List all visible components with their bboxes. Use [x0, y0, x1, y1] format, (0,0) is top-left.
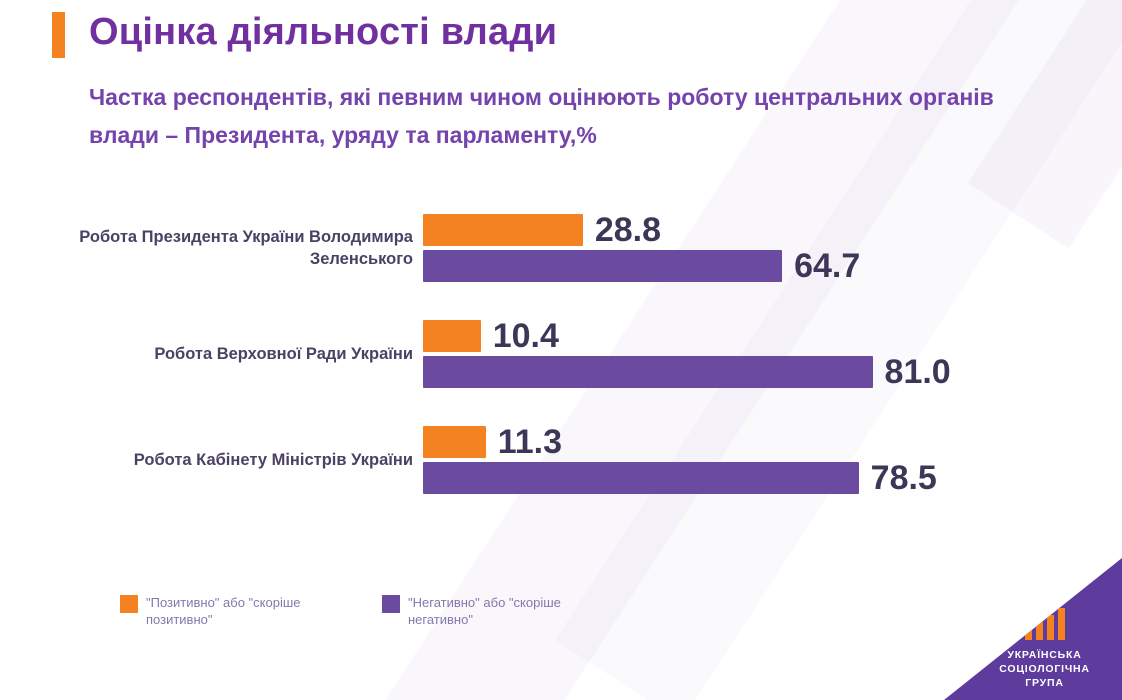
bar-group: 11.3 78.5	[423, 422, 1092, 498]
legend-item-negative: "Негативно" або "скоріше негативно"	[382, 594, 644, 628]
bar-negative	[423, 462, 859, 494]
logo-text-line: ГРУПА	[1025, 677, 1064, 689]
chart-subtitle: Частка респондентів, які певним чином оц…	[89, 84, 994, 148]
bar-group: 10.4 81.0	[423, 316, 1092, 392]
bar-line: 81.0	[423, 353, 1092, 391]
bar-line: 11.3	[423, 423, 1092, 461]
bar-positive	[423, 320, 481, 352]
chart-row: Робота Президента України Володимира Зел…	[55, 210, 1092, 286]
legend-label: "Негативно" або "скоріше негативно"	[408, 595, 561, 627]
bar-line: 78.5	[423, 459, 1092, 497]
legend-item-positive: "Позитивно" або "скоріше позитивно"	[120, 594, 382, 628]
chart-row: Робота Верховної Ради України 10.4 81.0	[55, 316, 1092, 392]
title-accent-bar	[52, 12, 65, 58]
value-label: 28.8	[594, 211, 662, 249]
logo-text-line: УКРАЇНСЬКА	[1007, 649, 1082, 661]
bar-positive	[423, 214, 583, 246]
value-label: 64.7	[794, 247, 861, 285]
bar-line: 64.7	[423, 247, 1092, 285]
bar-group: 28.8 64.7	[423, 210, 1092, 286]
category-label: Робота Кабінету Міністрів України	[133, 451, 413, 469]
logo-text-line: СОЦІОЛОГІЧНА	[999, 663, 1090, 675]
chart-legend: "Позитивно" або "скоріше позитивно" "Нега…	[120, 594, 644, 628]
logo-content: УКРАЇНСЬКА СОЦІОЛОГІЧНА ГРУПА	[977, 608, 1112, 690]
chart-row: Робота Кабінету Міністрів України 11.3 78.…	[55, 422, 1092, 498]
header: Оцінка діяльності влади	[52, 8, 557, 58]
value-label: 81.0	[884, 353, 951, 391]
value-label: 78.5	[870, 459, 937, 497]
page-title: Оцінка діяльності влади	[89, 11, 558, 53]
value-label: 11.3	[497, 423, 563, 461]
category-label: Робота Верховної Ради України	[154, 345, 413, 363]
category-label: Робота Президента України Володимира Зел…	[79, 228, 413, 268]
legend-swatch	[382, 595, 400, 613]
bar-line: 28.8	[423, 211, 1092, 249]
legend-label: "Позитивно" або "скоріше позитивно"	[146, 595, 301, 627]
logo: УКРАЇНСЬКА СОЦІОЛОГІЧНА ГРУПА	[944, 558, 1122, 700]
bar-negative	[423, 356, 873, 388]
bar-negative	[423, 250, 783, 282]
logo-text: УКРАЇНСЬКА СОЦІОЛОГІЧНА ГРУПА	[977, 648, 1112, 690]
logo-barchart-icon	[977, 608, 1112, 640]
bar-line: 10.4	[423, 317, 1092, 355]
value-label: 10.4	[492, 317, 559, 355]
bar-positive	[423, 426, 486, 458]
legend-swatch	[120, 595, 138, 613]
bar-chart: Робота Президента України Володимира Зел…	[55, 210, 1092, 528]
